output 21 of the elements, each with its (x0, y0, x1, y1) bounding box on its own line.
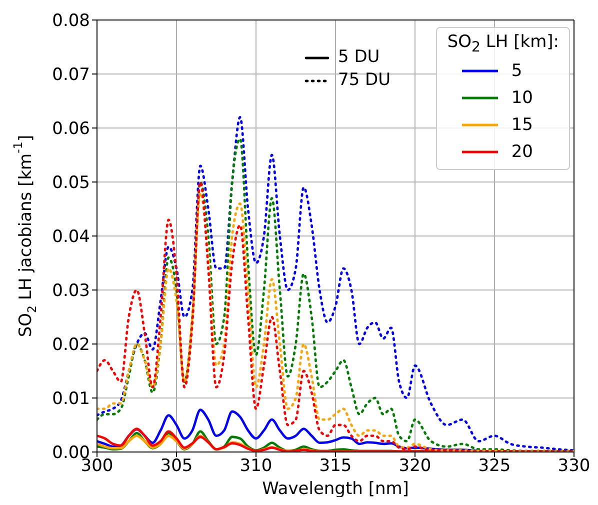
y-tick-label: 0.06 (52, 119, 90, 140)
legend-label: 10 (511, 88, 533, 108)
y-tick-label: 0.03 (52, 281, 90, 302)
y-tick-label: 0.04 (52, 227, 90, 248)
x-tick-label: 325 (478, 456, 511, 476)
annotation: 75 DU (338, 69, 391, 92)
y-tick-label: 0.08 (52, 11, 90, 32)
legend-label: 5 (511, 60, 522, 81)
legend-title: SO$_{2}$ LH [km]: (447, 32, 559, 56)
x-tick-label: 315 (319, 456, 352, 476)
y-tick-label: 0.01 (52, 389, 90, 410)
x-tick-label: 320 (398, 456, 432, 476)
y-tick-label: 0.05 (52, 173, 90, 194)
legend-label: 15 (511, 114, 533, 135)
legend-label: 20 (511, 142, 533, 162)
x-tick-label: 330 (558, 456, 590, 476)
y-tick-label: 0.07 (52, 65, 90, 86)
y-tick-label: 0.02 (52, 335, 90, 356)
x-tick-label: 305 (160, 456, 193, 476)
annotation: 5 DU (338, 46, 380, 69)
x-tick-label: 310 (240, 456, 272, 476)
